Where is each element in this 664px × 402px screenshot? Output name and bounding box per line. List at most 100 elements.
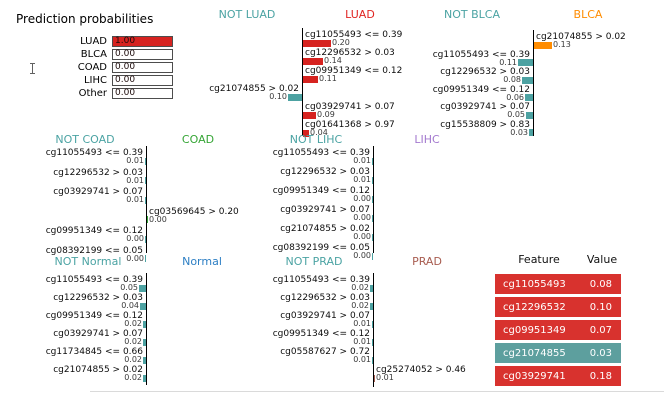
weight-bar-line: 0.02 xyxy=(123,338,146,346)
weight-bar-line: 0.00 xyxy=(352,252,373,260)
weight-bar xyxy=(303,39,331,47)
weight-bar xyxy=(145,177,146,184)
feature-row: cg09951349 <= 0.12 0.06 xyxy=(420,85,664,102)
feature-row: cg21074855 > 0.02 0.13 xyxy=(420,32,664,49)
table-value-cell: 0.07 xyxy=(589,324,612,336)
text-cursor-ibeam xyxy=(29,63,36,74)
table-feature-cell: cg12296532 xyxy=(503,301,566,313)
feature-condition: cg03929741 > 0.07 xyxy=(280,205,370,215)
feature-condition: cg03929741 > 0.07 xyxy=(305,102,395,112)
weight-value-label: 0.02 xyxy=(351,301,369,310)
feature-row: cg09951349 <= 0.12 0.02 xyxy=(18,311,268,328)
feature-condition: cg11055493 <= 0.39 xyxy=(272,148,370,158)
table-row: cg09951349 0.07 xyxy=(495,320,621,340)
weight-bar-line: 0.13 xyxy=(534,41,572,49)
feature-row: cg21074855 > 0.02 0.10 xyxy=(180,84,440,101)
weight-value-label: 0.02 xyxy=(124,319,142,328)
not-class-title: NOT BLCA xyxy=(444,8,500,21)
feature-row: cg12296532 > 0.03 0.01 xyxy=(248,167,498,184)
feature-row: cg03929741 > 0.07 0.01 xyxy=(248,311,498,328)
weight-bar-line: 0.01 xyxy=(352,157,373,165)
feature-condition: cg09951349 <= 0.12 xyxy=(272,186,370,196)
weight-bar xyxy=(145,235,146,243)
feature-condition: cg21074855 > 0.02 xyxy=(209,84,299,94)
weight-value-label: 0.01 xyxy=(126,156,144,165)
weight-bar xyxy=(372,252,373,260)
pred-probability-value: 0.00 xyxy=(115,49,136,59)
pred-probability-fill xyxy=(113,37,172,46)
feature-row: cg03929741 > 0.07 0.09 xyxy=(180,102,440,119)
pred-class-label: LUAD xyxy=(80,36,107,47)
weight-bar xyxy=(147,216,148,223)
feature-row: cg08392199 <= 0.05 0.00 xyxy=(18,246,268,263)
table-header-value: Value xyxy=(586,253,618,266)
weight-value-label: 0.01 xyxy=(126,175,144,185)
weight-bar-line: 0.02 xyxy=(350,284,373,292)
weight-value-label: 0.01 xyxy=(126,195,144,204)
weight-value-label: 0.01 xyxy=(353,156,371,165)
feature-condition: cg03929741 > 0.07 xyxy=(280,311,370,321)
pred-probability-value: 0.00 xyxy=(115,75,136,85)
weight-bar xyxy=(372,356,373,364)
prediction-probability-rows: LUAD 1.00 BLCA 0.00 COAD 0.00 LIHC 0.00 Other 0.0… xyxy=(14,36,184,99)
pred-probability-bar: 1.00 xyxy=(112,36,173,47)
feature-condition: cg03929741 > 0.07 xyxy=(53,187,143,197)
weight-bar-line: 0.02 xyxy=(123,320,146,328)
weight-bar xyxy=(372,157,373,165)
table-feature-cell: cg11055493 xyxy=(503,278,566,290)
weight-bar xyxy=(143,356,146,364)
weight-bar xyxy=(372,320,373,328)
weight-bar xyxy=(529,129,533,136)
table-value-cell: 0.03 xyxy=(589,347,612,359)
not-class-title: NOT PRAD xyxy=(285,255,343,268)
table-row: cg21074855 0.03 xyxy=(495,343,621,363)
weight-bar-line: 0.14 xyxy=(303,57,343,65)
pred-row: COAD 0.00 xyxy=(14,62,184,73)
weight-bar-line: 0.09 xyxy=(303,111,336,119)
weight-value-label: 0.14 xyxy=(324,56,342,65)
weight-bar xyxy=(303,129,309,137)
weight-bar xyxy=(372,214,373,222)
ibeam-stem xyxy=(32,64,33,73)
feature-condition: cg11055493 <= 0.39 xyxy=(432,49,530,60)
not-class-title: NOT Normal xyxy=(54,255,122,268)
weight-bar xyxy=(303,57,323,65)
table-feature-cell: cg03929741 xyxy=(503,370,566,382)
feature-row: cg11055493 <= 0.39 0.05 xyxy=(18,275,268,292)
weight-value-label: 0.04 xyxy=(310,128,328,137)
weight-bar xyxy=(372,176,373,184)
class-title: LUAD xyxy=(345,8,375,21)
weight-bar xyxy=(143,374,146,382)
weight-value-label: 0.02 xyxy=(124,373,142,382)
weight-bar-line: 0.11 xyxy=(498,58,533,67)
table-row: cg12296532 0.10 xyxy=(495,297,621,317)
feature-condition: cg09951349 <= 0.12 xyxy=(45,226,143,236)
feature-row: cg12296532 > 0.03 0.14 xyxy=(180,48,440,65)
feature-row: cg11055493 <= 0.39 0.01 xyxy=(18,148,268,165)
class-title: BLCA xyxy=(573,8,603,21)
feature-condition: cg21074855 > 0.02 xyxy=(53,365,143,375)
weight-value-label: 0.05 xyxy=(120,283,138,292)
feature-row: cg03929741 > 0.07 0.00 xyxy=(248,205,498,222)
weight-bar-line: 0.03 xyxy=(509,128,533,137)
axis-line xyxy=(373,273,374,387)
feature-condition: cg09951349 <= 0.12 xyxy=(45,311,143,321)
weight-bar xyxy=(143,338,146,346)
class-title: Normal xyxy=(182,255,222,268)
feature-condition: cg12296532 > 0.03 xyxy=(280,293,370,303)
feature-row: cg09951349 <= 0.12 0.11 xyxy=(180,66,440,83)
feature-value-table-header: Feature Value xyxy=(495,253,621,266)
weight-bar-line: 0.02 xyxy=(350,302,373,310)
weight-bar-line: 0.00 xyxy=(125,253,146,263)
not-class-title: NOT COAD xyxy=(55,133,115,146)
weight-bar-line: 0.11 xyxy=(303,75,338,83)
weight-bar-line: 0.04 xyxy=(303,129,329,137)
feature-value-table-rows: cg11055493 0.08 cg12296532 0.10 cg09951349 0.… xyxy=(495,274,621,386)
pred-row: Other 0.00 xyxy=(14,88,184,99)
feature-condition: cg12296532 > 0.03 xyxy=(280,167,370,177)
weight-value-label: 0.00 xyxy=(126,253,144,263)
feature-condition: cg15538809 > 0.83 xyxy=(440,119,530,130)
weight-bar xyxy=(145,157,146,165)
weight-bar xyxy=(370,284,373,292)
weight-bar xyxy=(303,75,318,83)
